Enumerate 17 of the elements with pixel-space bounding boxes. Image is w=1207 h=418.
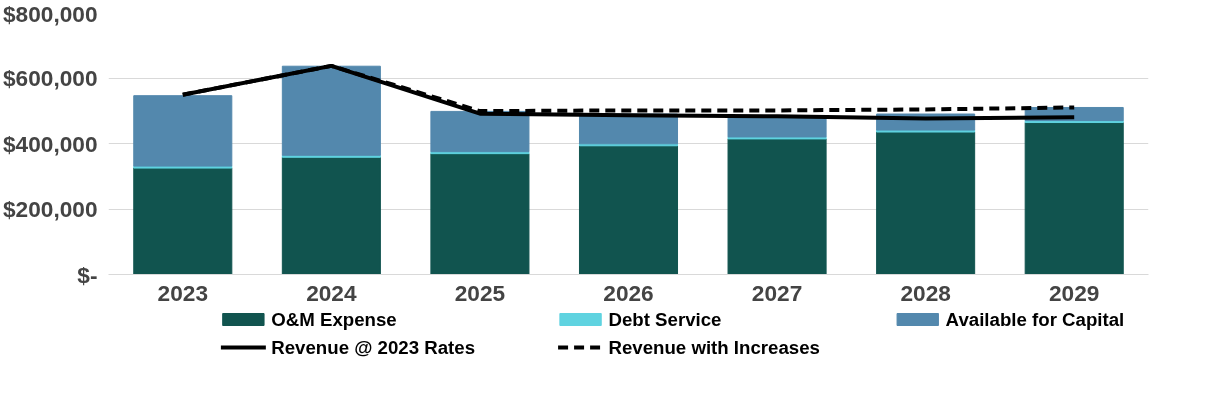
x-tick-label: 2027	[751, 279, 803, 306]
y-tick-label: $800,000	[3, 0, 98, 27]
x-tick-label: 2025	[454, 279, 506, 306]
x-tick-label: 2029	[1049, 279, 1100, 306]
legend-label: Debt Service	[608, 309, 722, 330]
legend-label: Revenue @ 2023 Rates	[271, 337, 476, 358]
legend-label: O&M Expense	[271, 309, 397, 330]
y-tick-label: $400,000	[3, 130, 98, 157]
x-tick-label: 2023	[157, 279, 208, 306]
y-tick-label: $200,000	[3, 196, 98, 222]
legend-label: Revenue with Increases	[608, 337, 820, 358]
legend-label: Available for Capital	[945, 309, 1125, 330]
y-tick-label: $600,000	[3, 65, 98, 91]
x-tick-label: 2026	[603, 279, 654, 306]
x-tick-label: 2024	[306, 279, 357, 306]
y-tick-label: $-	[77, 261, 98, 288]
x-tick-label: 2028	[900, 279, 951, 306]
